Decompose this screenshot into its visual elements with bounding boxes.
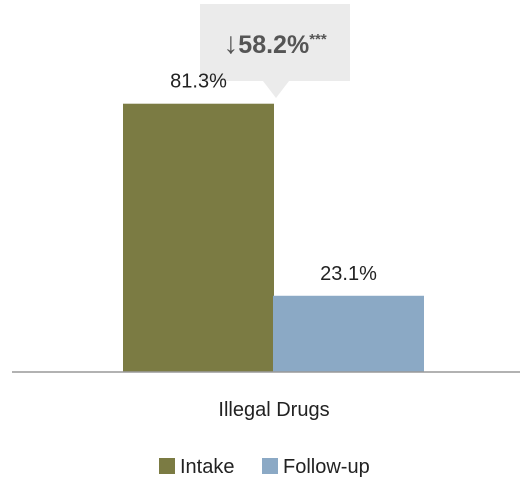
significance-marker: *** (309, 31, 327, 48)
legend-swatch-follow-up (262, 458, 278, 474)
legend-swatch-intake (159, 458, 175, 474)
data-label-intake: 81.3% (170, 71, 227, 93)
reduction-callout: ↓58.2%*** (200, 4, 350, 98)
down-arrow-icon: ↓ (223, 27, 238, 60)
bar-follow-up (273, 295, 424, 372)
legend: Intake Follow-up (159, 456, 370, 478)
bar-intake (123, 103, 274, 373)
legend-label-intake: Intake (180, 456, 234, 478)
category-label: Illegal Drugs (218, 399, 329, 421)
bars (123, 103, 424, 373)
data-label-follow-up: 23.1% (320, 263, 377, 285)
reduction-value: 58.2% (238, 31, 309, 59)
callout-text: ↓58.2%*** (223, 27, 327, 60)
legend-label-follow-up: Follow-up (283, 456, 370, 478)
callout-box (200, 4, 350, 98)
data-labels: 81.3% 23.1% (170, 71, 377, 285)
